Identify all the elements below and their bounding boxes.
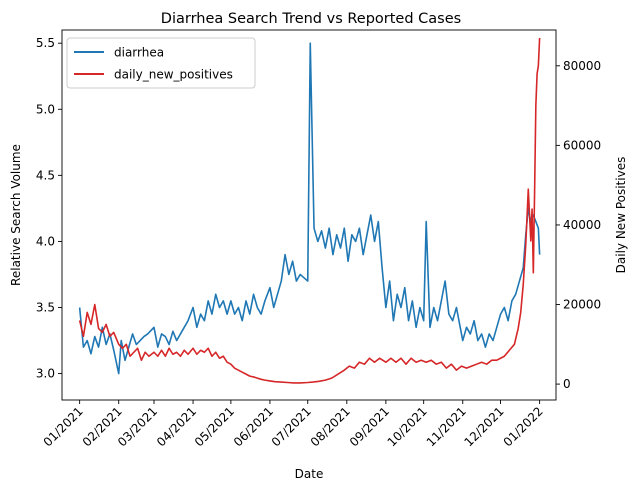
y-right-tick-label: 0 [563, 377, 571, 391]
series-line-diarrhea [78, 42, 541, 375]
y-left-tick-label: 4.0 [36, 234, 55, 248]
x-tick-label: 03/2021 [115, 404, 160, 449]
x-tick-label: 11/2021 [424, 404, 469, 449]
x-tick-label: 12/2021 [462, 404, 507, 449]
legend-box [66, 37, 256, 89]
legend-label-daily-new-positives: daily_new_positives [114, 68, 233, 82]
x-tick-label: 09/2021 [347, 404, 392, 449]
y-left-tick-label: 5.5 [36, 36, 55, 50]
chart-title: Diarrhea Search Trend vs Reported Cases [161, 11, 461, 27]
y-right-tick-label: 60000 [563, 138, 601, 152]
x-tick-label: 05/2021 [192, 404, 237, 449]
y-left-tick-label: 4.5 [36, 168, 55, 182]
y-axis-left: 3.0 3.5 4.0 4.5 5.0 5.5 [36, 36, 62, 381]
y-axis-right-label: Daily New Positives [614, 157, 628, 274]
x-tick-label: 08/2021 [308, 404, 353, 449]
x-axis: 01/202102/202103/202104/202105/202106/20… [41, 400, 546, 449]
legend-label-diarrhea: diarrhea [114, 46, 164, 60]
legend: diarrhea daily_new_positives [66, 37, 256, 89]
y-right-tick-label: 20000 [563, 298, 601, 312]
y-left-tick-label: 3.0 [36, 367, 55, 381]
y-right-tick-label: 40000 [563, 218, 601, 232]
x-tick-label: 01/2021 [41, 404, 86, 449]
y-axis-left-label: Relative Search Volume [9, 144, 23, 286]
x-tick-label: 01/2022 [501, 404, 546, 449]
x-tick-label: 06/2021 [231, 404, 276, 449]
y-right-tick-label: 80000 [563, 59, 601, 73]
x-tick-label: 04/2021 [154, 404, 199, 449]
x-axis-label: Date [295, 467, 324, 481]
x-tick-label: 10/2021 [385, 404, 430, 449]
y-axis-right: 0 20000 40000 60000 80000 [556, 59, 601, 391]
plot-frame [61, 29, 557, 401]
series-line-daily-new-positives [78, 37, 541, 384]
x-tick-label: 07/2021 [269, 404, 314, 449]
y-left-tick-label: 5.0 [36, 102, 55, 116]
series-layer [78, 37, 541, 384]
y-left-tick-label: 3.5 [36, 301, 55, 315]
